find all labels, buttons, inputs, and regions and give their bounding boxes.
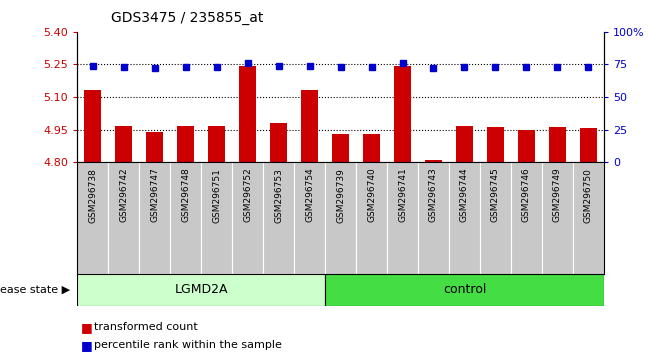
Text: GSM296739: GSM296739 — [336, 168, 345, 223]
Bar — [449, 162, 480, 274]
Bar — [487, 127, 504, 162]
Bar — [77, 274, 325, 306]
Bar — [201, 162, 232, 274]
Bar — [418, 162, 449, 274]
Bar — [139, 162, 170, 274]
Bar — [394, 66, 411, 162]
Bar — [177, 126, 194, 162]
Bar — [115, 126, 132, 162]
Bar — [270, 122, 287, 162]
Text: GSM296740: GSM296740 — [367, 168, 376, 222]
Bar — [518, 130, 535, 162]
Text: GSM296744: GSM296744 — [460, 168, 469, 222]
Bar — [208, 126, 225, 162]
Bar — [456, 126, 473, 162]
Bar — [239, 66, 256, 162]
Text: GSM296754: GSM296754 — [305, 168, 314, 222]
Bar — [387, 162, 418, 274]
Bar — [573, 162, 604, 274]
Bar — [511, 162, 542, 274]
Text: GSM296742: GSM296742 — [119, 168, 128, 222]
Text: GSM296751: GSM296751 — [212, 168, 221, 223]
Text: GSM296746: GSM296746 — [522, 168, 531, 222]
Bar — [580, 128, 597, 162]
Bar — [294, 162, 325, 274]
Bar — [77, 162, 108, 274]
Text: GSM296743: GSM296743 — [429, 168, 438, 222]
Text: ■: ■ — [81, 321, 93, 334]
Text: GSM296753: GSM296753 — [274, 168, 283, 223]
Text: GSM296748: GSM296748 — [181, 168, 190, 222]
Bar — [480, 162, 511, 274]
Bar — [425, 160, 442, 162]
Bar — [170, 162, 201, 274]
Text: GSM296745: GSM296745 — [491, 168, 500, 222]
Text: disease state ▶: disease state ▶ — [0, 285, 70, 295]
Text: percentile rank within the sample: percentile rank within the sample — [94, 340, 282, 350]
Bar — [301, 91, 318, 162]
Text: GSM296749: GSM296749 — [553, 168, 562, 222]
Bar — [363, 134, 380, 162]
Bar — [146, 132, 163, 162]
Bar — [542, 162, 573, 274]
Bar — [108, 162, 139, 274]
Bar — [549, 127, 566, 162]
Text: LGMD2A: LGMD2A — [174, 284, 228, 296]
Text: control: control — [443, 284, 486, 296]
Bar — [325, 274, 604, 306]
Text: GDS3475 / 235855_at: GDS3475 / 235855_at — [111, 11, 263, 25]
Bar — [232, 162, 263, 274]
Text: GSM296752: GSM296752 — [243, 168, 252, 222]
Text: GSM296738: GSM296738 — [88, 168, 97, 223]
Bar — [325, 162, 356, 274]
Bar — [332, 134, 349, 162]
Text: GSM296741: GSM296741 — [398, 168, 407, 222]
Text: GSM296747: GSM296747 — [150, 168, 159, 222]
Text: GSM296750: GSM296750 — [584, 168, 593, 223]
Bar — [356, 162, 387, 274]
Text: transformed count: transformed count — [94, 322, 198, 332]
Bar — [263, 162, 294, 274]
Text: ■: ■ — [81, 339, 93, 352]
Bar — [84, 91, 101, 162]
